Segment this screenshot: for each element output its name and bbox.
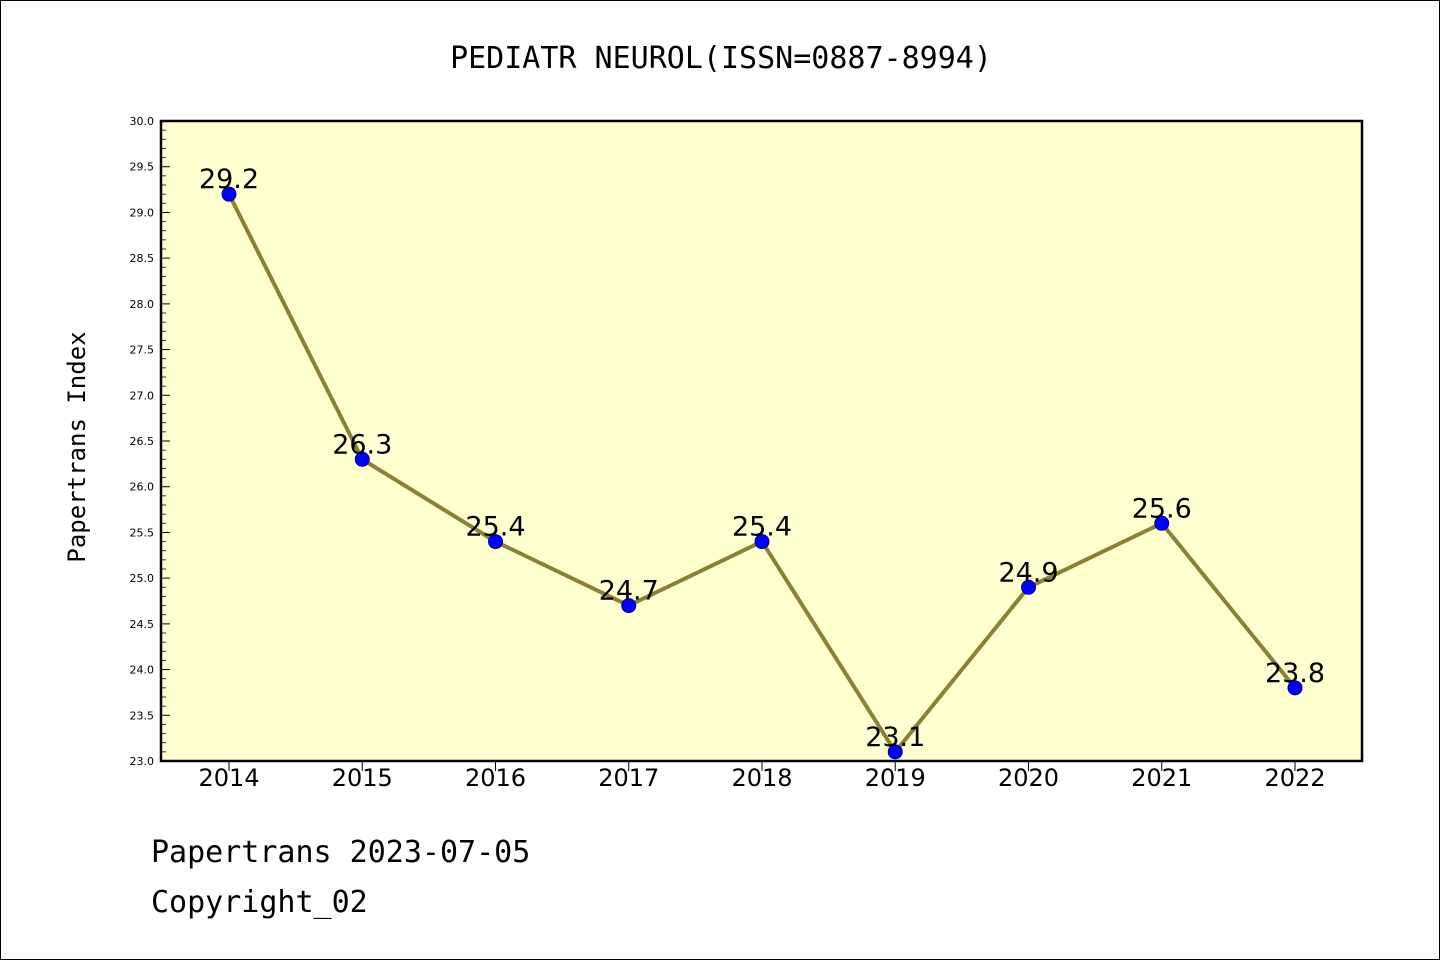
data-point xyxy=(754,534,770,550)
data-label: 26.3 xyxy=(332,429,392,460)
data-label: 23.8 xyxy=(1265,658,1325,689)
data-label: 24.7 xyxy=(599,576,659,607)
y-tick-label: 26.0 xyxy=(130,481,155,494)
y-tick-label: 28.5 xyxy=(130,252,155,265)
y-tick-label: 28.0 xyxy=(130,298,155,311)
data-label: 25.6 xyxy=(1132,493,1192,524)
plot-area xyxy=(161,121,1362,761)
y-axis-label: Papertrans Index xyxy=(63,331,91,562)
x-tick-label: 2020 xyxy=(998,764,1059,792)
x-tick-label: 2021 xyxy=(1131,764,1192,792)
footer-copyright: Copyright_02 xyxy=(151,885,368,920)
data-point xyxy=(887,744,903,760)
data-point xyxy=(1287,680,1303,696)
y-axis: 23.0 23.5 24.0 24.5 25.0 25.5 26.0 26.5 27.0 27.5… xyxy=(130,115,170,768)
data-point xyxy=(1021,579,1036,595)
y-tick-label: 25.5 xyxy=(130,526,155,539)
data-point xyxy=(1154,515,1170,531)
x-tick-label: 2022 xyxy=(1264,764,1325,792)
y-tick-label: 24.0 xyxy=(130,664,155,677)
y-tick-label: 30.0 xyxy=(130,115,155,128)
y-tick-label: 24.5 xyxy=(130,618,155,631)
data-label: 25.4 xyxy=(732,512,792,543)
y-tick-label: 27.0 xyxy=(130,389,155,402)
data-point xyxy=(488,534,503,550)
x-tick-label: 2014 xyxy=(198,764,259,792)
y-tick-label: 29.5 xyxy=(130,161,155,174)
data-labels: 29.2 26.3 25.4 24.7 25.4 23.1 24.9 25.6 23.8 xyxy=(199,164,1325,753)
x-tick-label: 2018 xyxy=(731,764,792,792)
data-point xyxy=(221,186,237,202)
data-point xyxy=(621,598,637,614)
x-tick-label: 2015 xyxy=(332,764,393,792)
y-tick-label: 23.5 xyxy=(130,709,155,722)
footer-date: Papertrans 2023-07-05 xyxy=(151,835,531,870)
x-tick-label: 2017 xyxy=(598,764,659,792)
data-label: 23.1 xyxy=(865,722,925,753)
y-tick-label: 25.0 xyxy=(130,572,155,585)
x-tick-label: 2019 xyxy=(865,764,926,792)
data-label: 29.2 xyxy=(199,164,259,195)
data-markers xyxy=(221,186,1303,760)
y-tick-label: 26.5 xyxy=(130,435,155,448)
y-tick-label: 29.0 xyxy=(130,206,155,219)
data-point xyxy=(354,451,370,467)
y-tick-label: 27.5 xyxy=(130,344,155,357)
plot-border xyxy=(159,119,1364,763)
data-label: 24.9 xyxy=(998,557,1058,588)
data-label: 25.4 xyxy=(465,512,525,543)
x-tick-label: 2016 xyxy=(465,764,526,792)
y-tick-label: 23.0 xyxy=(130,755,155,768)
chart-title: PEDIATR NEUROL(ISSN=0887-8994) xyxy=(450,41,992,76)
x-axis: 2014 2015 2016 2017 2018 2019 2020 2021 2022 xyxy=(198,761,1326,792)
